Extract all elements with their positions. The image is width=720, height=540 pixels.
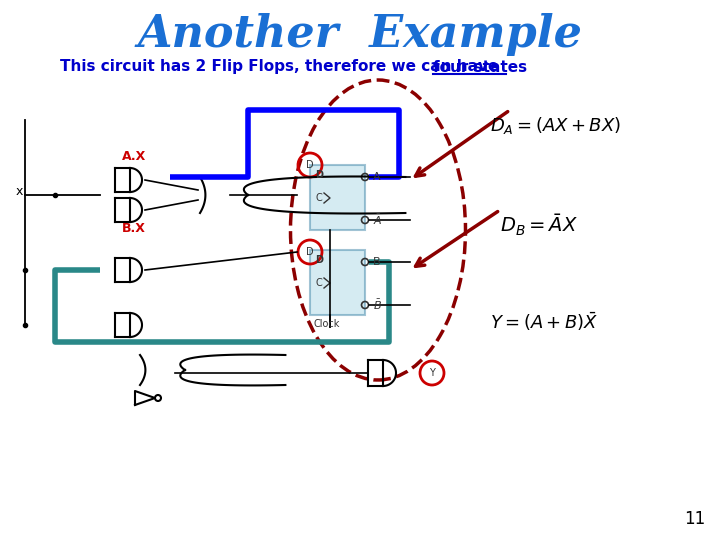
FancyBboxPatch shape <box>310 250 365 315</box>
Text: C: C <box>315 278 322 288</box>
Text: $D_A = (AX + BX)$: $D_A = (AX + BX)$ <box>490 114 621 136</box>
Text: A: A <box>373 172 381 182</box>
Text: four states: four states <box>433 59 527 75</box>
Text: Another  Example: Another Example <box>138 14 582 57</box>
Text: D: D <box>306 247 314 257</box>
Text: B: B <box>373 257 381 267</box>
Text: B.X: B.X <box>122 222 146 235</box>
Text: This circuit has 2 Flip Flops, therefore we can have: This circuit has 2 Flip Flops, therefore… <box>60 59 503 75</box>
Text: Clock: Clock <box>313 319 339 329</box>
Text: D: D <box>306 160 314 170</box>
Text: $\bar{A}$: $\bar{A}$ <box>373 213 382 227</box>
Text: $\bar{B}$: $\bar{B}$ <box>373 298 382 312</box>
Text: D: D <box>315 170 323 180</box>
Text: Y: Y <box>429 368 435 378</box>
Text: $D_B = \bar{A}X$: $D_B = \bar{A}X$ <box>500 212 578 238</box>
Text: C: C <box>315 193 322 203</box>
Text: D: D <box>315 255 323 265</box>
Text: A.X: A.X <box>122 150 146 163</box>
Text: $Y = (A + B)\bar{X}$: $Y = (A + B)\bar{X}$ <box>490 310 598 333</box>
Text: 11: 11 <box>684 510 705 528</box>
Text: x: x <box>16 185 23 198</box>
FancyBboxPatch shape <box>310 165 365 230</box>
